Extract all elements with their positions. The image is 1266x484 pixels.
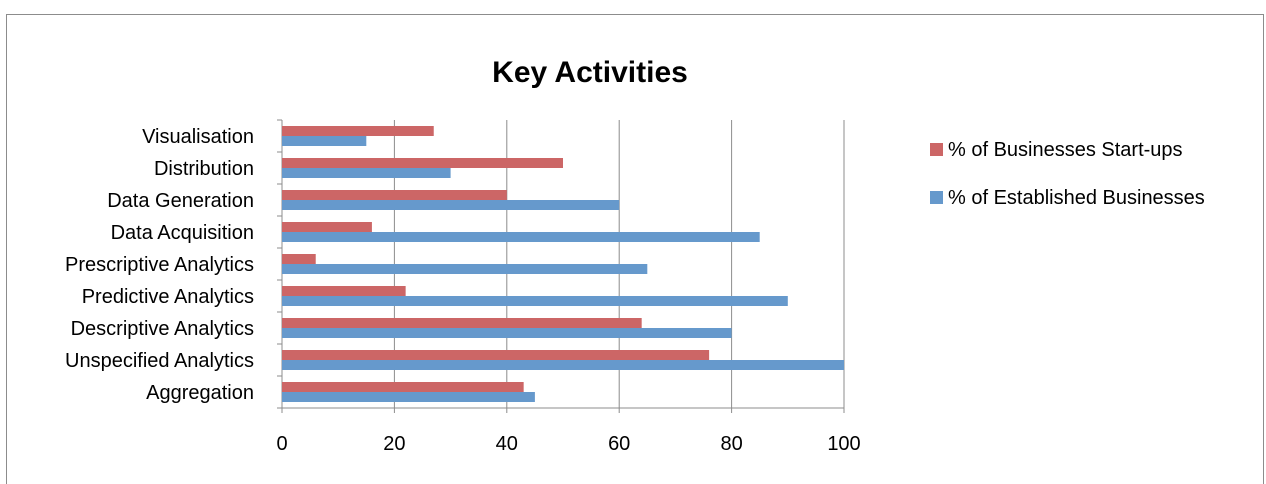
x-tick-label: 0 [276, 433, 287, 455]
bar-established-4 [282, 264, 648, 274]
bar-established-1 [282, 360, 844, 370]
category-label: Unspecified Analytics [65, 350, 254, 372]
category-label: Prescriptive Analytics [65, 254, 254, 276]
chart-frame [6, 14, 1264, 484]
category-label: Aggregation [146, 382, 254, 404]
legend-entry: % of Established Businesses [948, 187, 1205, 209]
bar-established-5 [282, 232, 760, 242]
chart-title: Key Activities [492, 56, 688, 89]
tick-labels: 0 20 40 60 80 100 [276, 433, 860, 455]
bar-established-3 [282, 296, 788, 306]
x-tick-label: 20 [383, 433, 405, 455]
bar-startups-3 [282, 286, 406, 296]
bar-established-2 [282, 328, 732, 338]
bar-startups-8 [282, 126, 434, 136]
bar-startups-7 [282, 158, 563, 168]
legend: % of Businesses Start-ups % of Establishe… [930, 139, 1205, 209]
bar-established-8 [282, 136, 367, 146]
category-label: Predictive Analytics [82, 286, 254, 308]
bar-established-7 [282, 168, 451, 178]
legend-swatch [930, 143, 943, 156]
category-label: Data Generation [107, 190, 254, 212]
category-label: Distribution [154, 158, 254, 180]
bar-established-0 [282, 392, 535, 402]
x-tick-label: 40 [496, 433, 518, 455]
bar-chart: Key Activities Aggregation Unspecified An… [65, 56, 1205, 455]
bar-startups-6 [282, 190, 507, 200]
legend-swatch [930, 191, 943, 204]
bars [282, 126, 844, 402]
bar-startups-1 [282, 350, 710, 360]
bar-startups-0 [282, 382, 524, 392]
category-label: Descriptive Analytics [71, 318, 254, 340]
x-tick-label: 60 [608, 433, 630, 455]
bar-startups-2 [282, 318, 642, 328]
x-tick-label: 100 [827, 433, 860, 455]
bar-established-6 [282, 200, 620, 210]
bar-startups-4 [282, 254, 316, 264]
x-tick-label: 80 [720, 433, 742, 455]
legend-entry: % of Businesses Start-ups [948, 139, 1183, 161]
category-labels: Aggregation Unspecified Analytics Descript… [65, 126, 254, 404]
category-label: Visualisation [142, 126, 254, 148]
category-label: Data Acquisition [111, 222, 254, 244]
bar-startups-5 [282, 222, 372, 232]
